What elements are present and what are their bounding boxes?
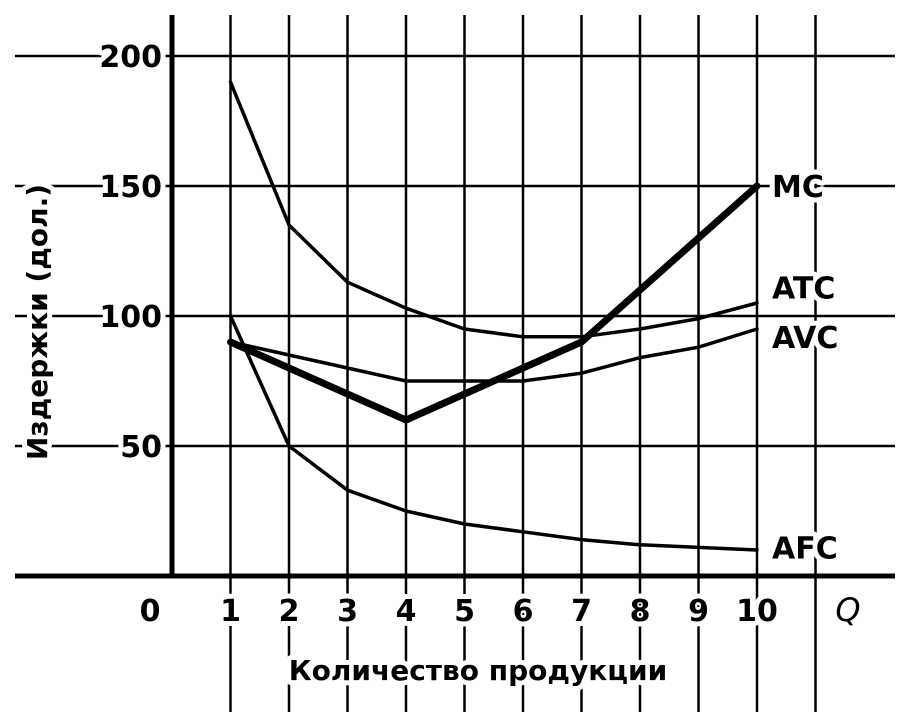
series-line-mc	[227, 182, 761, 424]
series-line-avc	[228, 327, 759, 383]
x-tick-label: 4	[396, 594, 417, 629]
y-tick-label: 100	[99, 300, 162, 335]
series-line-atc	[228, 80, 759, 339]
x-tick-label: 5	[454, 594, 475, 629]
x-tick-label: 7	[571, 594, 592, 629]
x-tick-label: 2	[279, 594, 300, 629]
series-label-afc: AFC	[772, 531, 838, 566]
y-tick-label: 50	[120, 430, 162, 465]
series-label-mc: MC	[772, 170, 824, 205]
x-tick-label: 10	[736, 594, 778, 629]
x-tick-label: 6	[513, 594, 534, 629]
x-axis-symbol: Q	[835, 591, 860, 629]
x-tick-label: 3	[337, 594, 358, 629]
x-tick-label: 9	[688, 594, 709, 629]
axes	[15, 15, 895, 579]
series-label-avc: AVC	[772, 321, 838, 356]
x-tick-label: 8	[630, 594, 651, 629]
y-tick-label: 150	[99, 170, 162, 205]
y-tick-label: 200	[99, 40, 162, 75]
origin-label: 0	[140, 594, 161, 629]
gridlines	[15, 15, 895, 712]
x-tick-label: 1	[220, 594, 241, 629]
x-axis-title: Количество продукции	[289, 654, 667, 687]
cost-curves	[227, 80, 761, 552]
series-line-afc	[228, 314, 759, 552]
y-axis-title: Издержки (дол.)	[21, 184, 54, 460]
series-label-atc: ATC	[772, 271, 835, 306]
